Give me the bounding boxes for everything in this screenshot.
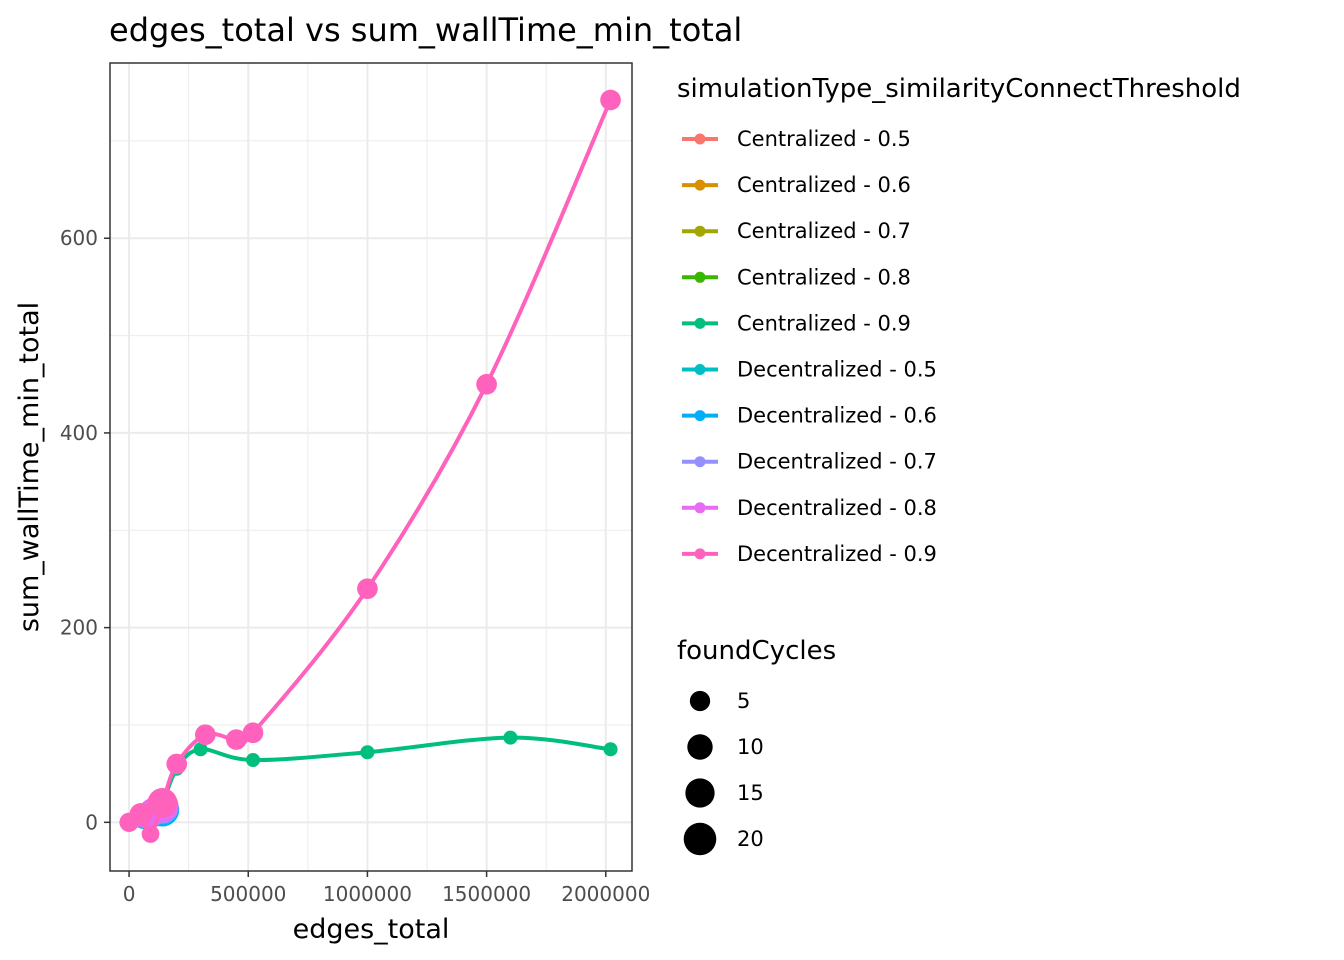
size-legend-item: 20 xyxy=(683,822,764,856)
legend-key-point xyxy=(694,456,706,468)
data-point-centralized-0-9 xyxy=(245,752,261,768)
data-point-decentralized-0-9 xyxy=(147,787,178,818)
panel-border xyxy=(109,62,633,872)
legend-label: Centralized - 0.9 xyxy=(737,311,911,335)
legend-item-centralized-0-8: Centralized - 0.8 xyxy=(682,265,911,289)
y-axis-title: sum_wallTime_min_total xyxy=(14,302,45,632)
size-legend-key xyxy=(683,822,717,856)
plot-panel: 0 500000 1000000 1500000 2000000 0 200 400 600 xyxy=(60,62,650,906)
legend-item-centralized-0-6: Centralized - 0.6 xyxy=(682,173,911,197)
data-point-decentralized-0-9 xyxy=(357,578,378,600)
size-legend-key xyxy=(685,778,715,808)
size-legend-item: 10 xyxy=(687,734,764,760)
data-point-decentralized-0-9 xyxy=(476,373,497,395)
size-legend-key xyxy=(689,690,711,712)
color-legend-title: simulationType_similarityConnectThreshol… xyxy=(677,74,1241,104)
data-point-decentralized-0-9 xyxy=(195,724,216,746)
data-point-decentralized-0-9 xyxy=(141,825,160,843)
legend-item-decentralized-0-5: Decentralized - 0.5 xyxy=(682,358,937,382)
data-point-decentralized-0-9 xyxy=(600,89,621,111)
chart-title: edges_total vs sum_wallTime_min_total xyxy=(109,11,742,49)
legend-key-point xyxy=(694,364,706,375)
data-point-decentralized-0-9 xyxy=(225,729,247,750)
legend-item-decentralized-0-8: Decentralized - 0.8 xyxy=(682,496,937,520)
size-legend-label: 5 xyxy=(737,689,750,713)
data-point-centralized-0-9 xyxy=(360,745,375,760)
size-legend-label: 10 xyxy=(737,735,764,759)
size-legend-label: 15 xyxy=(737,781,764,805)
legend-label: Decentralized - 0.8 xyxy=(737,496,937,520)
legend-item-decentralized-0-6: Decentralized - 0.6 xyxy=(682,404,937,428)
legend-label: Centralized - 0.7 xyxy=(737,219,911,243)
series-group xyxy=(119,89,621,843)
size-legend-item: 15 xyxy=(685,778,764,808)
data-point-decentralized-0-9 xyxy=(242,722,264,744)
legend-key-point xyxy=(694,225,706,237)
legend-key-point xyxy=(694,410,706,422)
size-legend-items: 5 10 15 20 xyxy=(683,689,764,856)
x-tick-label: 1000000 xyxy=(323,882,412,906)
legend-item-centralized-0-5: Centralized - 0.5 xyxy=(682,127,911,151)
legend-label: Centralized - 0.6 xyxy=(737,173,911,197)
series-decentralized-0-9 xyxy=(119,89,621,843)
legend-label: Decentralized - 0.9 xyxy=(737,542,937,566)
x-axis-title: edges_total xyxy=(293,914,450,945)
legend: simulationType_similarityConnectThreshol… xyxy=(677,74,1241,856)
legend-key-point xyxy=(694,548,706,560)
legend-item-decentralized-0-7: Decentralized - 0.7 xyxy=(682,450,937,474)
legend-key-point xyxy=(694,502,706,514)
legend-item-centralized-0-7: Centralized - 0.7 xyxy=(682,219,911,243)
legend-label: Decentralized - 0.7 xyxy=(737,450,937,474)
legend-key-point xyxy=(694,317,706,329)
data-point-decentralized-0-9 xyxy=(166,753,188,775)
legend-label: Decentralized - 0.5 xyxy=(737,358,937,382)
legend-item-centralized-0-9: Centralized - 0.9 xyxy=(682,311,911,335)
legend-label: Centralized - 0.8 xyxy=(737,265,911,289)
color-legend-items: Centralized - 0.5 Centralized - 0.6 Centra… xyxy=(682,127,937,566)
data-point-centralized-0-9 xyxy=(503,730,518,745)
legend-label: Centralized - 0.5 xyxy=(737,127,911,151)
legend-key-point xyxy=(694,179,706,191)
data-point-centralized-0-9 xyxy=(603,742,618,757)
y-tick-label: 600 xyxy=(60,226,98,250)
data-point-decentralized-0-9 xyxy=(129,802,153,827)
size-legend-key xyxy=(687,734,713,760)
legend-label: Decentralized - 0.6 xyxy=(737,404,937,428)
legend-item-decentralized-0-9: Decentralized - 0.9 xyxy=(682,542,937,566)
y-tick-label: 200 xyxy=(60,616,98,640)
y-tick-label: 400 xyxy=(60,421,98,445)
size-legend-title: foundCycles xyxy=(677,636,836,666)
y-tick-label: 0 xyxy=(85,810,98,834)
x-tick-label: 2000000 xyxy=(561,882,650,906)
x-tick-label: 1500000 xyxy=(442,882,531,906)
legend-key-point xyxy=(694,133,706,145)
x-tick-label: 0 xyxy=(123,882,136,906)
size-legend-item: 5 xyxy=(689,689,750,713)
x-tick-label: 500000 xyxy=(210,882,286,906)
size-legend-label: 20 xyxy=(737,827,764,851)
legend-key-point xyxy=(694,271,706,283)
data-point-centralized-0-9 xyxy=(193,742,208,757)
